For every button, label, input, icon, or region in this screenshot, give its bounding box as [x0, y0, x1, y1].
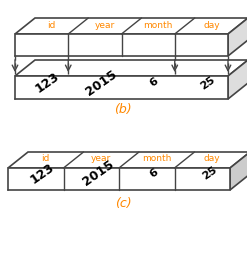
Polygon shape	[8, 152, 247, 168]
Polygon shape	[228, 18, 247, 56]
Polygon shape	[15, 34, 228, 56]
Text: 6: 6	[148, 76, 160, 89]
Polygon shape	[230, 152, 247, 190]
Text: id: id	[47, 21, 56, 30]
Text: (b): (b)	[114, 102, 132, 116]
Text: 25: 25	[200, 165, 218, 182]
Text: year: year	[95, 21, 115, 30]
Text: id: id	[41, 154, 50, 163]
Text: 6: 6	[148, 167, 160, 180]
Text: 25: 25	[198, 74, 217, 91]
Polygon shape	[15, 60, 247, 76]
Text: day: day	[204, 154, 221, 163]
Text: 2015: 2015	[80, 158, 116, 189]
Text: 123: 123	[33, 70, 62, 96]
Text: month: month	[144, 21, 173, 30]
Polygon shape	[228, 60, 247, 99]
Polygon shape	[8, 168, 230, 190]
Text: year: year	[91, 154, 111, 163]
Text: (c): (c)	[115, 197, 131, 210]
Text: 123: 123	[28, 161, 57, 186]
Polygon shape	[15, 76, 228, 99]
Text: month: month	[142, 154, 171, 163]
Text: day: day	[203, 21, 220, 30]
Text: 2015: 2015	[83, 67, 119, 98]
Polygon shape	[15, 18, 247, 34]
